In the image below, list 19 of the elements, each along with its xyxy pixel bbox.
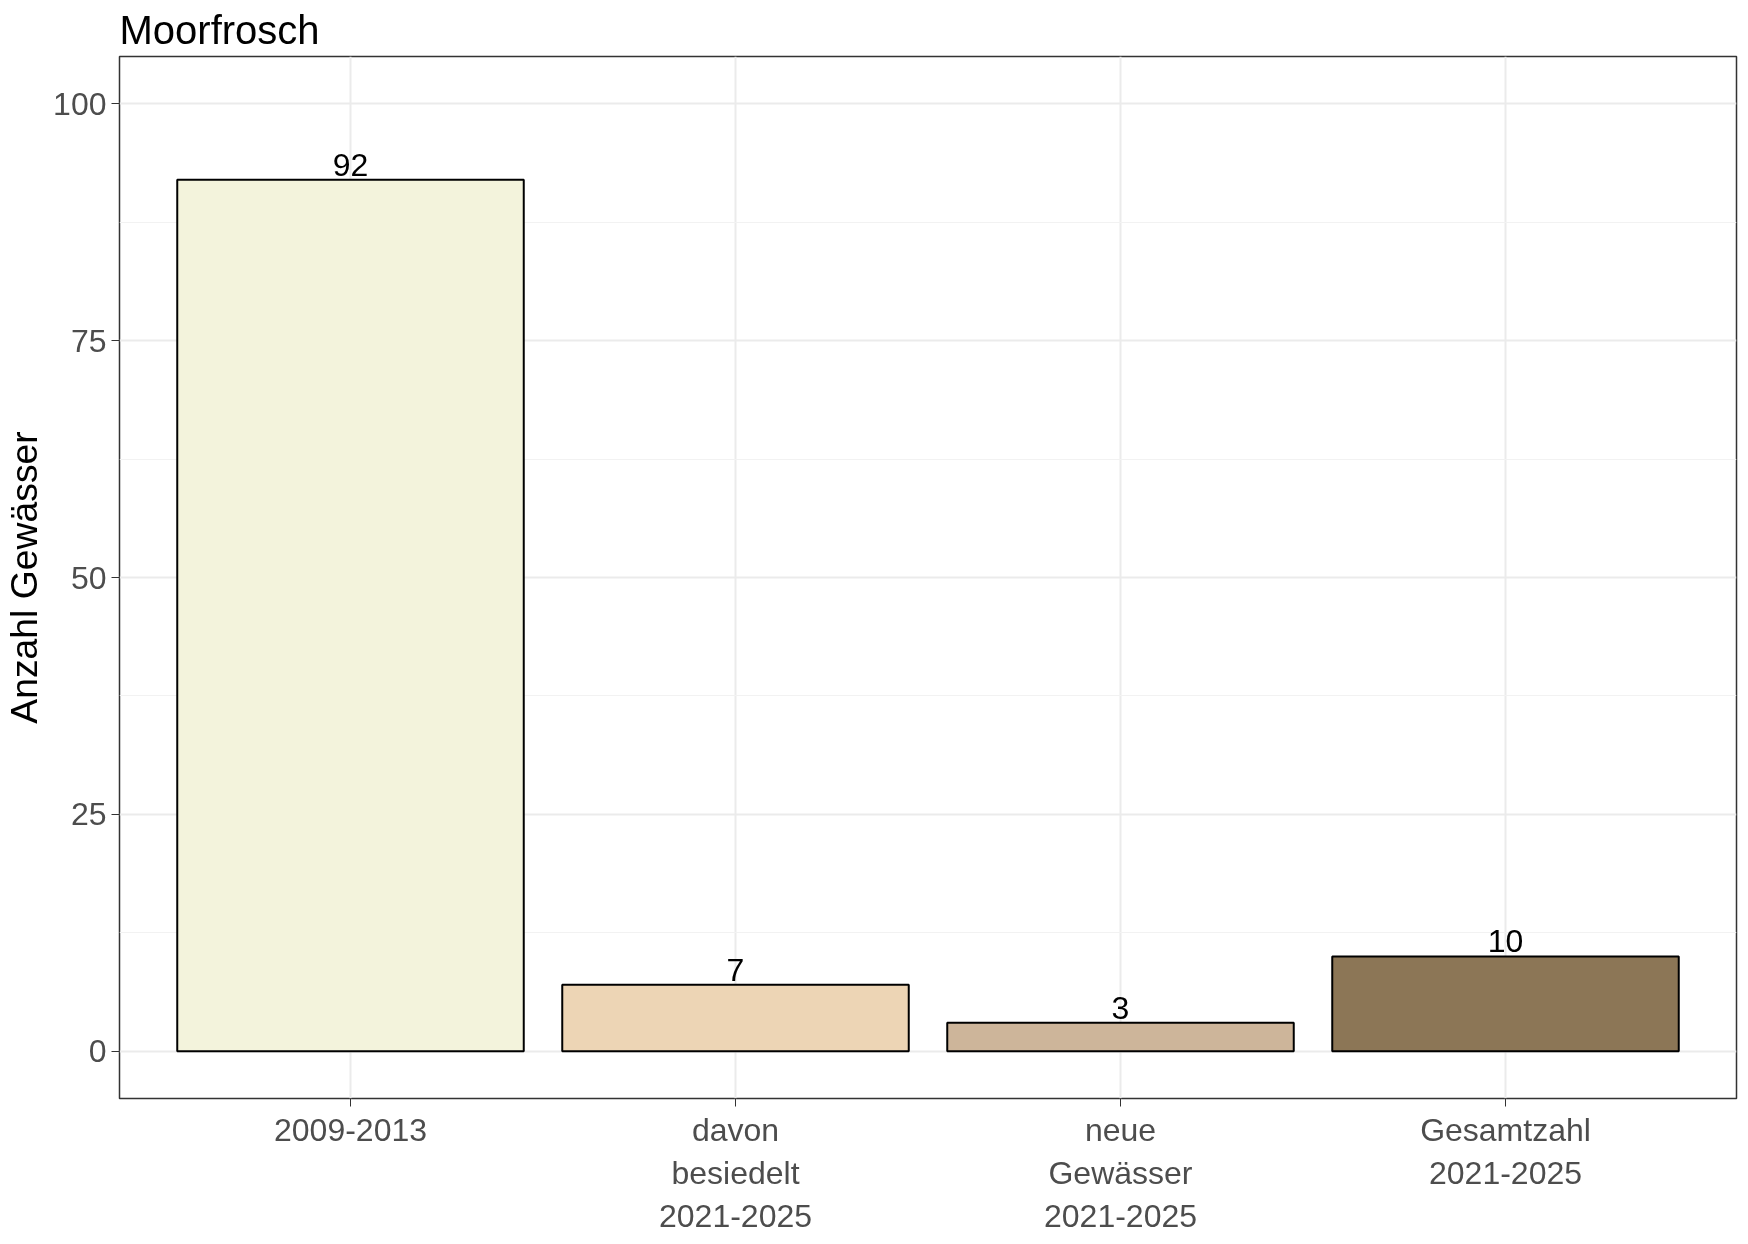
y-tick-label: 50	[70, 559, 107, 596]
data-label: 92	[332, 146, 369, 183]
y-tick-label: 25	[70, 796, 107, 833]
x-tick-label: 2009-2013	[273, 1111, 428, 1148]
y-axis-title: Anzahl Gewässer	[3, 431, 46, 724]
bar	[561, 983, 910, 1053]
data-label: 10	[1487, 923, 1524, 960]
x-tick-label: Gesamtzahl 2021-2025	[1420, 1111, 1591, 1191]
data-label: 7	[726, 951, 745, 988]
bar	[1331, 955, 1680, 1053]
y-tick-label: 75	[70, 322, 107, 359]
x-tick-label: davon besiedelt 2021-2025	[658, 1111, 813, 1234]
data-label: 3	[1111, 989, 1130, 1026]
y-tick-label: 100	[53, 85, 107, 122]
y-tick-label: 0	[88, 1033, 107, 1070]
bar	[176, 178, 525, 1053]
chart-title: Moorfrosch	[119, 7, 320, 52]
x-tick-label: neue Gewässer 2021-2025	[1043, 1111, 1198, 1234]
bar	[946, 1021, 1295, 1053]
